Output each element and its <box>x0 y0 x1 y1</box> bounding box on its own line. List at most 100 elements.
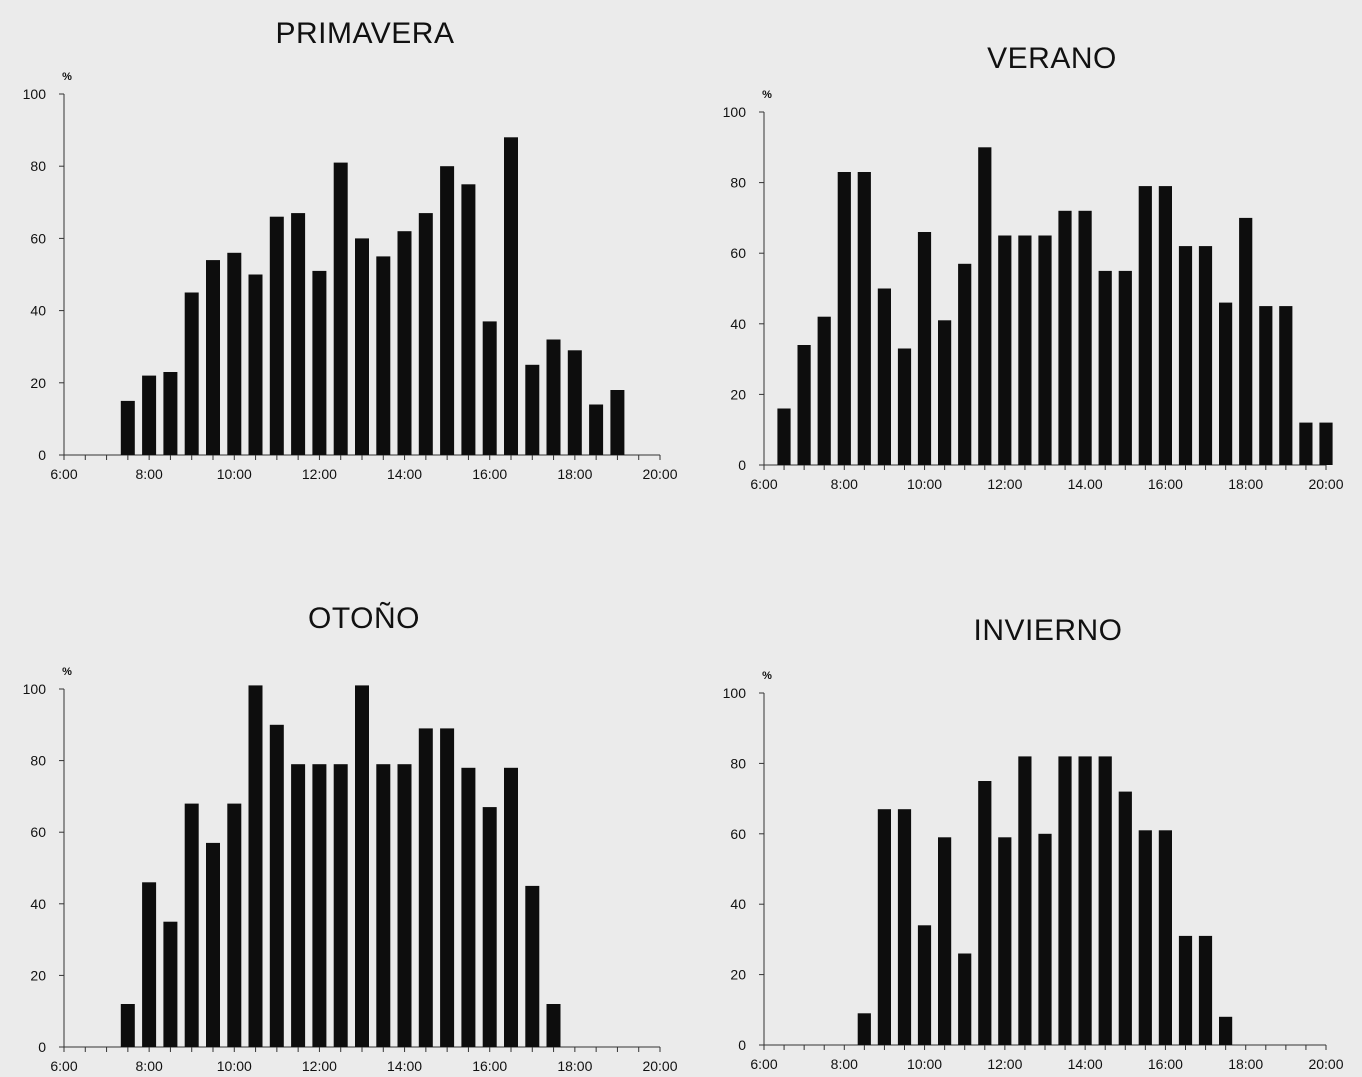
x-tick-label: 20:00 <box>1308 476 1343 492</box>
x-tick-label: 6:00 <box>50 466 77 482</box>
bar <box>269 724 284 1047</box>
y-unit-label: % <box>62 666 72 678</box>
bar <box>1219 1016 1233 1045</box>
chart-title: INVIERNO <box>973 614 1122 647</box>
y-tick-label: 0 <box>38 1039 46 1055</box>
y-unit-label: % <box>62 71 72 83</box>
x-tick-label: 20:00 <box>642 1058 677 1074</box>
bar <box>998 837 1012 1045</box>
bar <box>1058 210 1072 465</box>
x-tick-label: 16:00 <box>472 466 507 482</box>
bar <box>589 404 604 455</box>
chart-panel-2: OTOÑO% 0 20 40 60 80 100 6:00 8:00 10:00 12:00 14:0… <box>23 601 678 1074</box>
bar <box>227 803 242 1047</box>
y-tick-label: 60 <box>30 824 46 840</box>
bar <box>355 685 369 1047</box>
x-tick-label: 14:00 <box>1068 1056 1103 1072</box>
y-tick-label: 80 <box>730 755 746 771</box>
bar <box>142 882 157 1047</box>
y-tick-label: 40 <box>30 896 46 912</box>
y-tick-label: 60 <box>30 230 46 246</box>
y-tick-label: 0 <box>38 447 46 463</box>
bar <box>269 216 284 455</box>
y-tick-label: 20 <box>30 967 46 983</box>
bar <box>291 764 306 1047</box>
bar <box>978 147 992 466</box>
y-tick-label: 100 <box>23 86 47 102</box>
y-tick-label: 40 <box>30 303 46 319</box>
y-tick-label: 20 <box>730 386 746 402</box>
bar <box>1098 756 1112 1045</box>
x-tick-label: 18:00 <box>557 1058 592 1074</box>
bar <box>857 172 871 465</box>
x-tick-label: 16:00 <box>1148 476 1183 492</box>
bar <box>938 837 952 1045</box>
bar <box>877 809 891 1045</box>
bar <box>1098 270 1112 465</box>
bar <box>184 292 199 455</box>
bar <box>376 764 391 1047</box>
bar <box>877 288 891 465</box>
bar <box>837 172 851 465</box>
bar <box>978 781 992 1045</box>
bar <box>482 807 497 1047</box>
bar <box>355 238 369 455</box>
bar <box>1078 210 1092 465</box>
x-tick-label: 10:00 <box>217 466 252 482</box>
bar <box>312 270 327 455</box>
x-tick-label: 14:00 <box>387 466 422 482</box>
bar <box>206 260 220 455</box>
bar <box>312 764 327 1047</box>
bar <box>248 274 263 455</box>
bar <box>958 953 972 1045</box>
x-tick-label: 12:00 <box>987 476 1022 492</box>
x-tick-label: 20:00 <box>642 466 677 482</box>
bar <box>1138 186 1152 465</box>
bar <box>440 728 455 1047</box>
bar <box>998 235 1012 465</box>
bar <box>482 321 497 455</box>
x-tick-label: 8:00 <box>831 476 858 492</box>
bar <box>1118 791 1132 1045</box>
bar <box>227 252 242 455</box>
bar <box>1178 935 1193 1045</box>
x-tick-label: 18:00 <box>1228 1056 1263 1072</box>
y-tick-label: 80 <box>30 753 46 769</box>
bar <box>440 166 455 455</box>
x-tick-label: 10:00 <box>907 1056 942 1072</box>
chart-panel-0: PRIMAVERA% 0 20 40 60 80 100 6:00 8:00 10:00 12:00… <box>23 17 678 482</box>
x-tick-label: 20:00 <box>1308 1056 1343 1072</box>
x-tick-label: 16:00 <box>1148 1056 1183 1072</box>
y-tick-label: 100 <box>723 685 747 701</box>
bar <box>206 842 220 1047</box>
bar <box>504 137 518 456</box>
y-tick-label: 100 <box>723 104 747 120</box>
bar <box>525 885 540 1047</box>
y-tick-label: 0 <box>738 457 746 473</box>
bar <box>461 767 476 1047</box>
bar <box>546 1004 561 1047</box>
bar <box>120 400 135 455</box>
bar <box>897 348 912 465</box>
y-tick-label: 80 <box>730 175 746 191</box>
bar <box>1018 756 1032 1045</box>
y-tick-label: 20 <box>30 375 46 391</box>
bar <box>1198 246 1213 465</box>
bar <box>817 316 831 465</box>
bar <box>142 375 157 455</box>
bar <box>291 213 306 455</box>
bar <box>418 213 433 455</box>
bar <box>248 685 263 1047</box>
bar <box>1299 422 1313 465</box>
bar <box>163 921 178 1047</box>
chart-panel-1: VERANO% 0 20 40 60 80 100 6:00 8:00 10:00 12:00 14.… <box>723 42 1344 492</box>
chart-title: OTOÑO <box>308 601 420 635</box>
y-tick-label: 100 <box>23 681 47 697</box>
x-tick-label: 18:00 <box>557 466 592 482</box>
bar <box>1178 246 1193 465</box>
bar <box>1259 306 1273 465</box>
y-tick-label: 20 <box>730 967 746 983</box>
x-tick-label: 6:00 <box>750 476 777 492</box>
bar <box>504 767 518 1047</box>
